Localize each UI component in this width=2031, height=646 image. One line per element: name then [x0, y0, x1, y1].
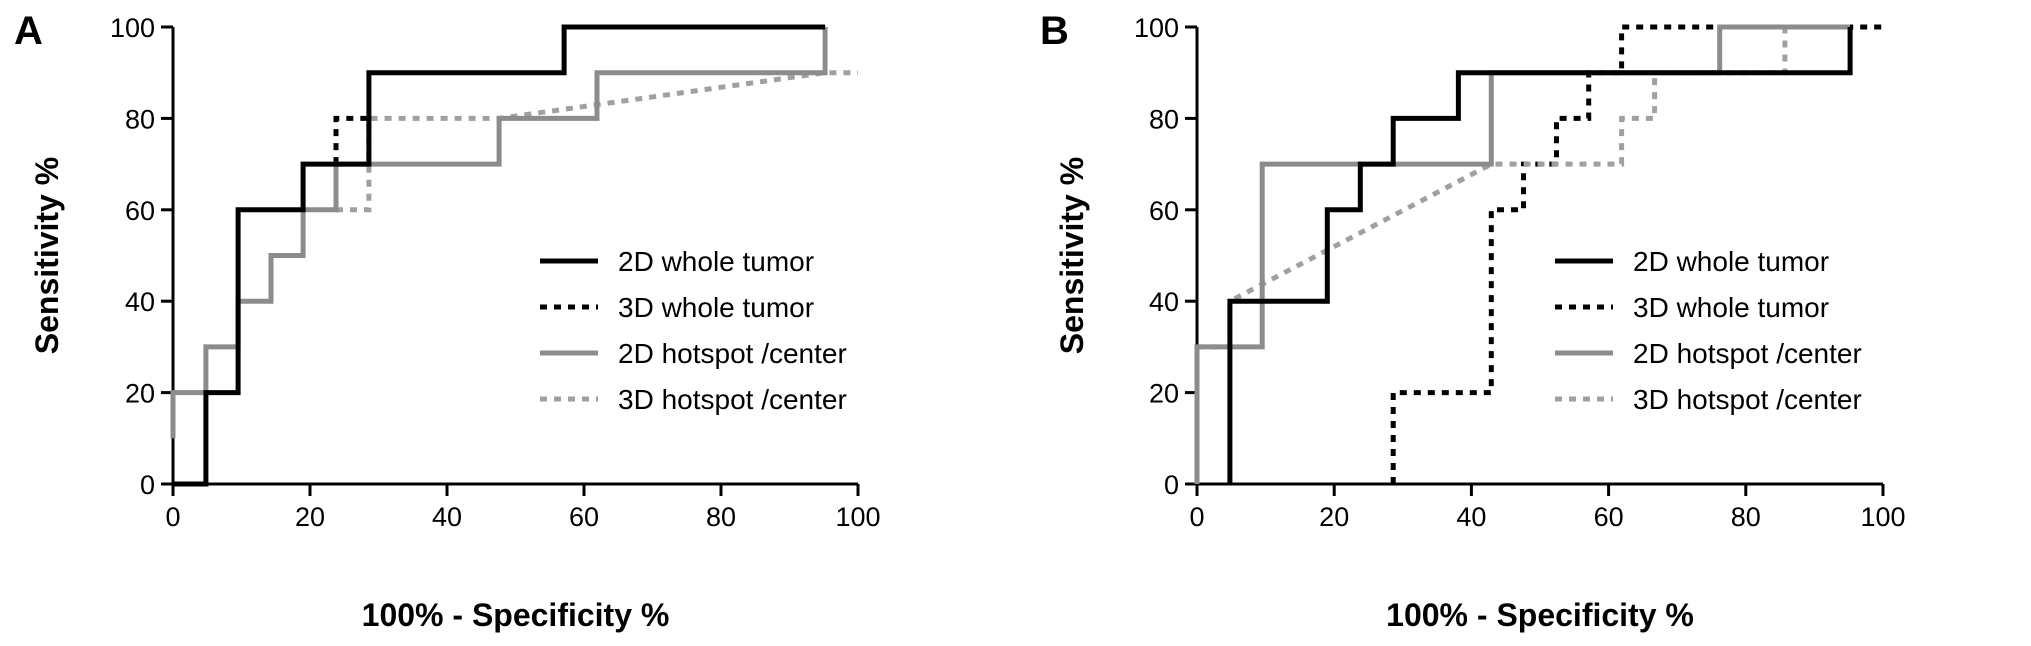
legend-label: 2D whole tumor [1633, 246, 1829, 277]
y-tick-label: 60 [125, 196, 155, 226]
y-tick-label: 80 [1149, 104, 1179, 134]
legend: 2D whole tumor 3D whole tumor 2D hotspot /… [540, 246, 847, 415]
series-line-3d-whole-tumor [333, 115, 372, 165]
panel-label: B [1040, 9, 1069, 53]
y-tick-label: 20 [125, 379, 155, 409]
x-tick-label: 0 [1189, 502, 1204, 532]
legend-label: 2D whole tumor [618, 246, 814, 277]
x-tick-label: 40 [432, 502, 462, 532]
x-axis-title: 100% - Specificity % [1386, 597, 1694, 633]
y-tick-label: 40 [125, 287, 155, 317]
y-tick-label: 80 [125, 104, 155, 134]
y-tick-label: 100 [110, 13, 155, 43]
legend-label: 3D hotspot /center [1633, 384, 1862, 415]
y-axis-title: Sensitivity % [29, 157, 65, 354]
series-line-2d-hotspot-center [1194, 24, 1851, 484]
x-tick-label: 40 [1456, 502, 1486, 532]
y-tick-label: 40 [1149, 287, 1179, 317]
x-tick-label: 80 [706, 502, 736, 532]
x-tick-label: 100 [1860, 502, 1905, 532]
panel-b: B 0 20 40 60 80 100 0 20 40 60 80 100 100% - Specific… [1040, 9, 1906, 633]
x-tick-label: 80 [1731, 502, 1761, 532]
series-line-3d-hotspot-center [336, 70, 858, 213]
y-tick-label: 60 [1149, 196, 1179, 226]
legend-label: 3D whole tumor [1633, 292, 1829, 323]
y-tick-label: 100 [1134, 13, 1179, 43]
legend-label: 2D hotspot /center [618, 338, 847, 369]
x-tick-label: 60 [569, 502, 599, 532]
series-line-2d-hotspot-center [170, 27, 828, 439]
legend-label: 3D whole tumor [618, 292, 814, 323]
legend: 2D whole tumor 3D whole tumor 2D hotspot /… [1555, 246, 1862, 415]
legend-label: 3D hotspot /center [618, 384, 847, 415]
y-axis-title: Sensitivity % [1054, 157, 1090, 354]
x-tick-label: 0 [165, 502, 180, 532]
panel-a: A 0 20 40 60 80 100 0 20 40 60 80 100 100% - Specific… [14, 9, 881, 633]
series-line-2d-whole-tumor [173, 24, 826, 487]
x-tick-label: 20 [295, 502, 325, 532]
series-line-2d-whole-tumor [1227, 27, 1853, 484]
y-tick-label: 0 [140, 470, 155, 500]
y-tick-label: 20 [1149, 379, 1179, 409]
x-axis-title: 100% - Specificity % [362, 597, 670, 633]
panel-label: A [14, 9, 43, 53]
y-tick-label: 0 [1164, 470, 1179, 500]
x-tick-label: 100 [835, 502, 880, 532]
x-tick-label: 20 [1319, 502, 1349, 532]
legend-label: 2D hotspot /center [1633, 338, 1862, 369]
x-tick-label: 60 [1594, 502, 1624, 532]
